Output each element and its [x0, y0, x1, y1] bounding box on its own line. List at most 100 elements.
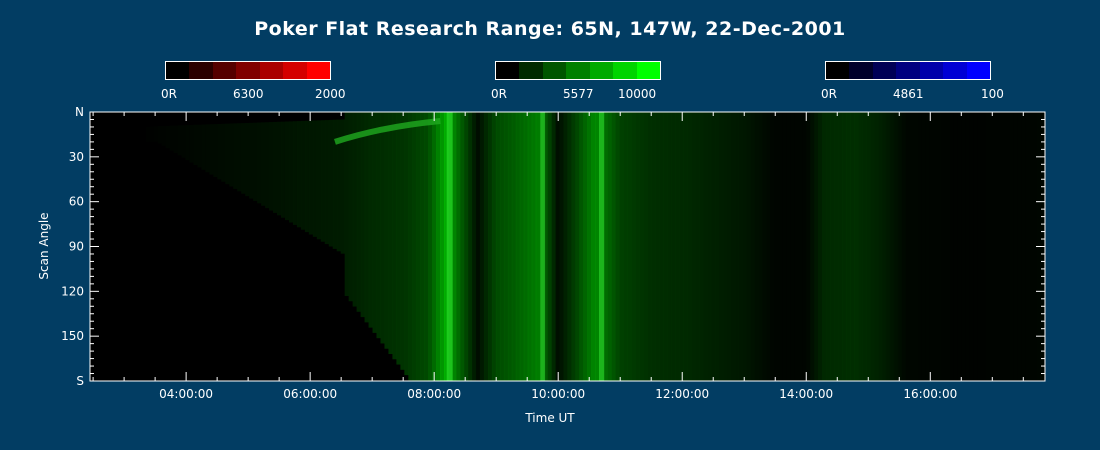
intensity-strip: [503, 112, 509, 381]
colorbar-4861-segment: [919, 62, 944, 79]
intensity-strip: [428, 112, 433, 381]
intensity-strip: [758, 112, 764, 381]
colorbar-4861-max-label: 100: [981, 87, 1004, 101]
intensity-strip: [850, 112, 855, 381]
intensity-strip: [420, 112, 425, 381]
intensity-strip: [663, 112, 668, 381]
intensity-strip: [678, 112, 684, 381]
intensity-strip: [153, 126, 159, 142]
intensity-strip: [209, 124, 214, 175]
colorbar-5577-segment: [589, 62, 614, 79]
intensity-strip: [567, 112, 573, 381]
intensity-strip: [1029, 112, 1034, 381]
intensity-strip: [491, 112, 497, 381]
intensity-strip: [161, 125, 167, 146]
intensity-strip: [284, 121, 290, 221]
intensity-strip: [611, 112, 616, 381]
intensity-strip: [499, 112, 505, 381]
intensity-strip: [217, 123, 222, 180]
colorbar-5577-segment: [636, 62, 660, 79]
colorbar-4861-segment: [943, 62, 967, 79]
colorbar-4861-segment: [872, 62, 897, 79]
intensity-strip: [436, 112, 441, 381]
intensity-strip: [328, 119, 334, 247]
intensity-strip: [464, 112, 469, 381]
colorbar-4861-segment: [849, 62, 873, 79]
intensity-strip: [523, 112, 529, 381]
intensity-strip: [157, 126, 163, 144]
colorbar-6300-mid-label: 6300: [233, 87, 264, 101]
intensity-strip: [778, 112, 783, 381]
intensity-strip: [587, 112, 592, 381]
intensity-strip: [659, 112, 664, 381]
intensity-strip: [945, 112, 951, 381]
intensity-strip: [917, 112, 923, 381]
intensity-strip: [742, 112, 748, 381]
intensity-strip: [555, 112, 561, 381]
intensity-strip: [603, 112, 608, 381]
intensity-strip: [472, 112, 477, 381]
intensity-strip: [993, 112, 998, 381]
intensity-strip: [985, 112, 990, 381]
intensity-strip: [706, 112, 712, 381]
intensity-strip: [818, 112, 823, 381]
intensity-strip: [822, 112, 827, 381]
intensity-strip: [551, 112, 557, 381]
intensity-strip: [273, 121, 278, 213]
intensity-strip: [440, 112, 445, 381]
intensity-strip: [893, 112, 899, 381]
intensity-strip: [802, 112, 807, 381]
intensity-strip: [921, 112, 927, 381]
intensity-strip: [774, 112, 779, 381]
x-tick-label: 08:00:00: [407, 387, 461, 401]
intensity-strip: [670, 112, 676, 381]
intensity-strip: [1005, 112, 1010, 381]
x-tick-label: 04:00:00: [159, 387, 213, 401]
intensity-strip: [193, 124, 199, 165]
intensity-strip: [1033, 112, 1038, 381]
intensity-strip: [452, 112, 457, 381]
intensity-strip: [842, 112, 847, 381]
y-tick-label: 60: [69, 195, 84, 209]
intensity-strip: [814, 112, 819, 381]
intensity-strip: [288, 121, 294, 223]
intensity-strip: [738, 112, 744, 381]
intensity-strip: [857, 112, 863, 381]
intensity-strip: [559, 112, 565, 381]
colorbar-6300-segment: [166, 62, 190, 79]
intensity-strip: [189, 124, 195, 163]
intensity-strip: [873, 112, 879, 381]
intensity-strip: [989, 112, 994, 381]
intensity-strip: [245, 122, 250, 197]
x-tick-label: 10:00:00: [531, 387, 585, 401]
intensity-strip: [396, 112, 401, 365]
colorbar-5577-min-label: 0R: [491, 87, 507, 101]
intensity-strip: [229, 123, 234, 187]
intensity-strip: [897, 112, 903, 381]
intensity-strip: [698, 112, 704, 381]
intensity-strip: [1001, 112, 1006, 381]
intensity-strip: [750, 112, 756, 381]
intensity-strip: [830, 112, 835, 381]
intensity-strip: [969, 112, 974, 381]
intensity-strip: [475, 112, 481, 381]
intensity-strip: [694, 112, 700, 381]
intensity-strip: [400, 112, 405, 370]
intensity-strip: [304, 120, 310, 233]
colorbar-5577-max-label: 10000: [618, 87, 657, 101]
intensity-strip: [714, 112, 720, 381]
intensity-strip: [607, 112, 612, 381]
intensity-strip: [798, 112, 803, 381]
intensity-strip: [197, 124, 203, 168]
y-tick-label: 120: [61, 284, 84, 298]
intensity-strip: [507, 112, 513, 381]
intensity-strip: [925, 112, 931, 381]
intensity-strip: [344, 112, 350, 296]
intensity-strip: [905, 112, 911, 381]
intensity-strip: [249, 122, 254, 199]
intensity-strip: [1025, 112, 1030, 381]
aurora-band: [446, 112, 453, 381]
colorbar-6300-segment: [259, 62, 284, 79]
x-axis-label: Time UT: [525, 411, 575, 425]
